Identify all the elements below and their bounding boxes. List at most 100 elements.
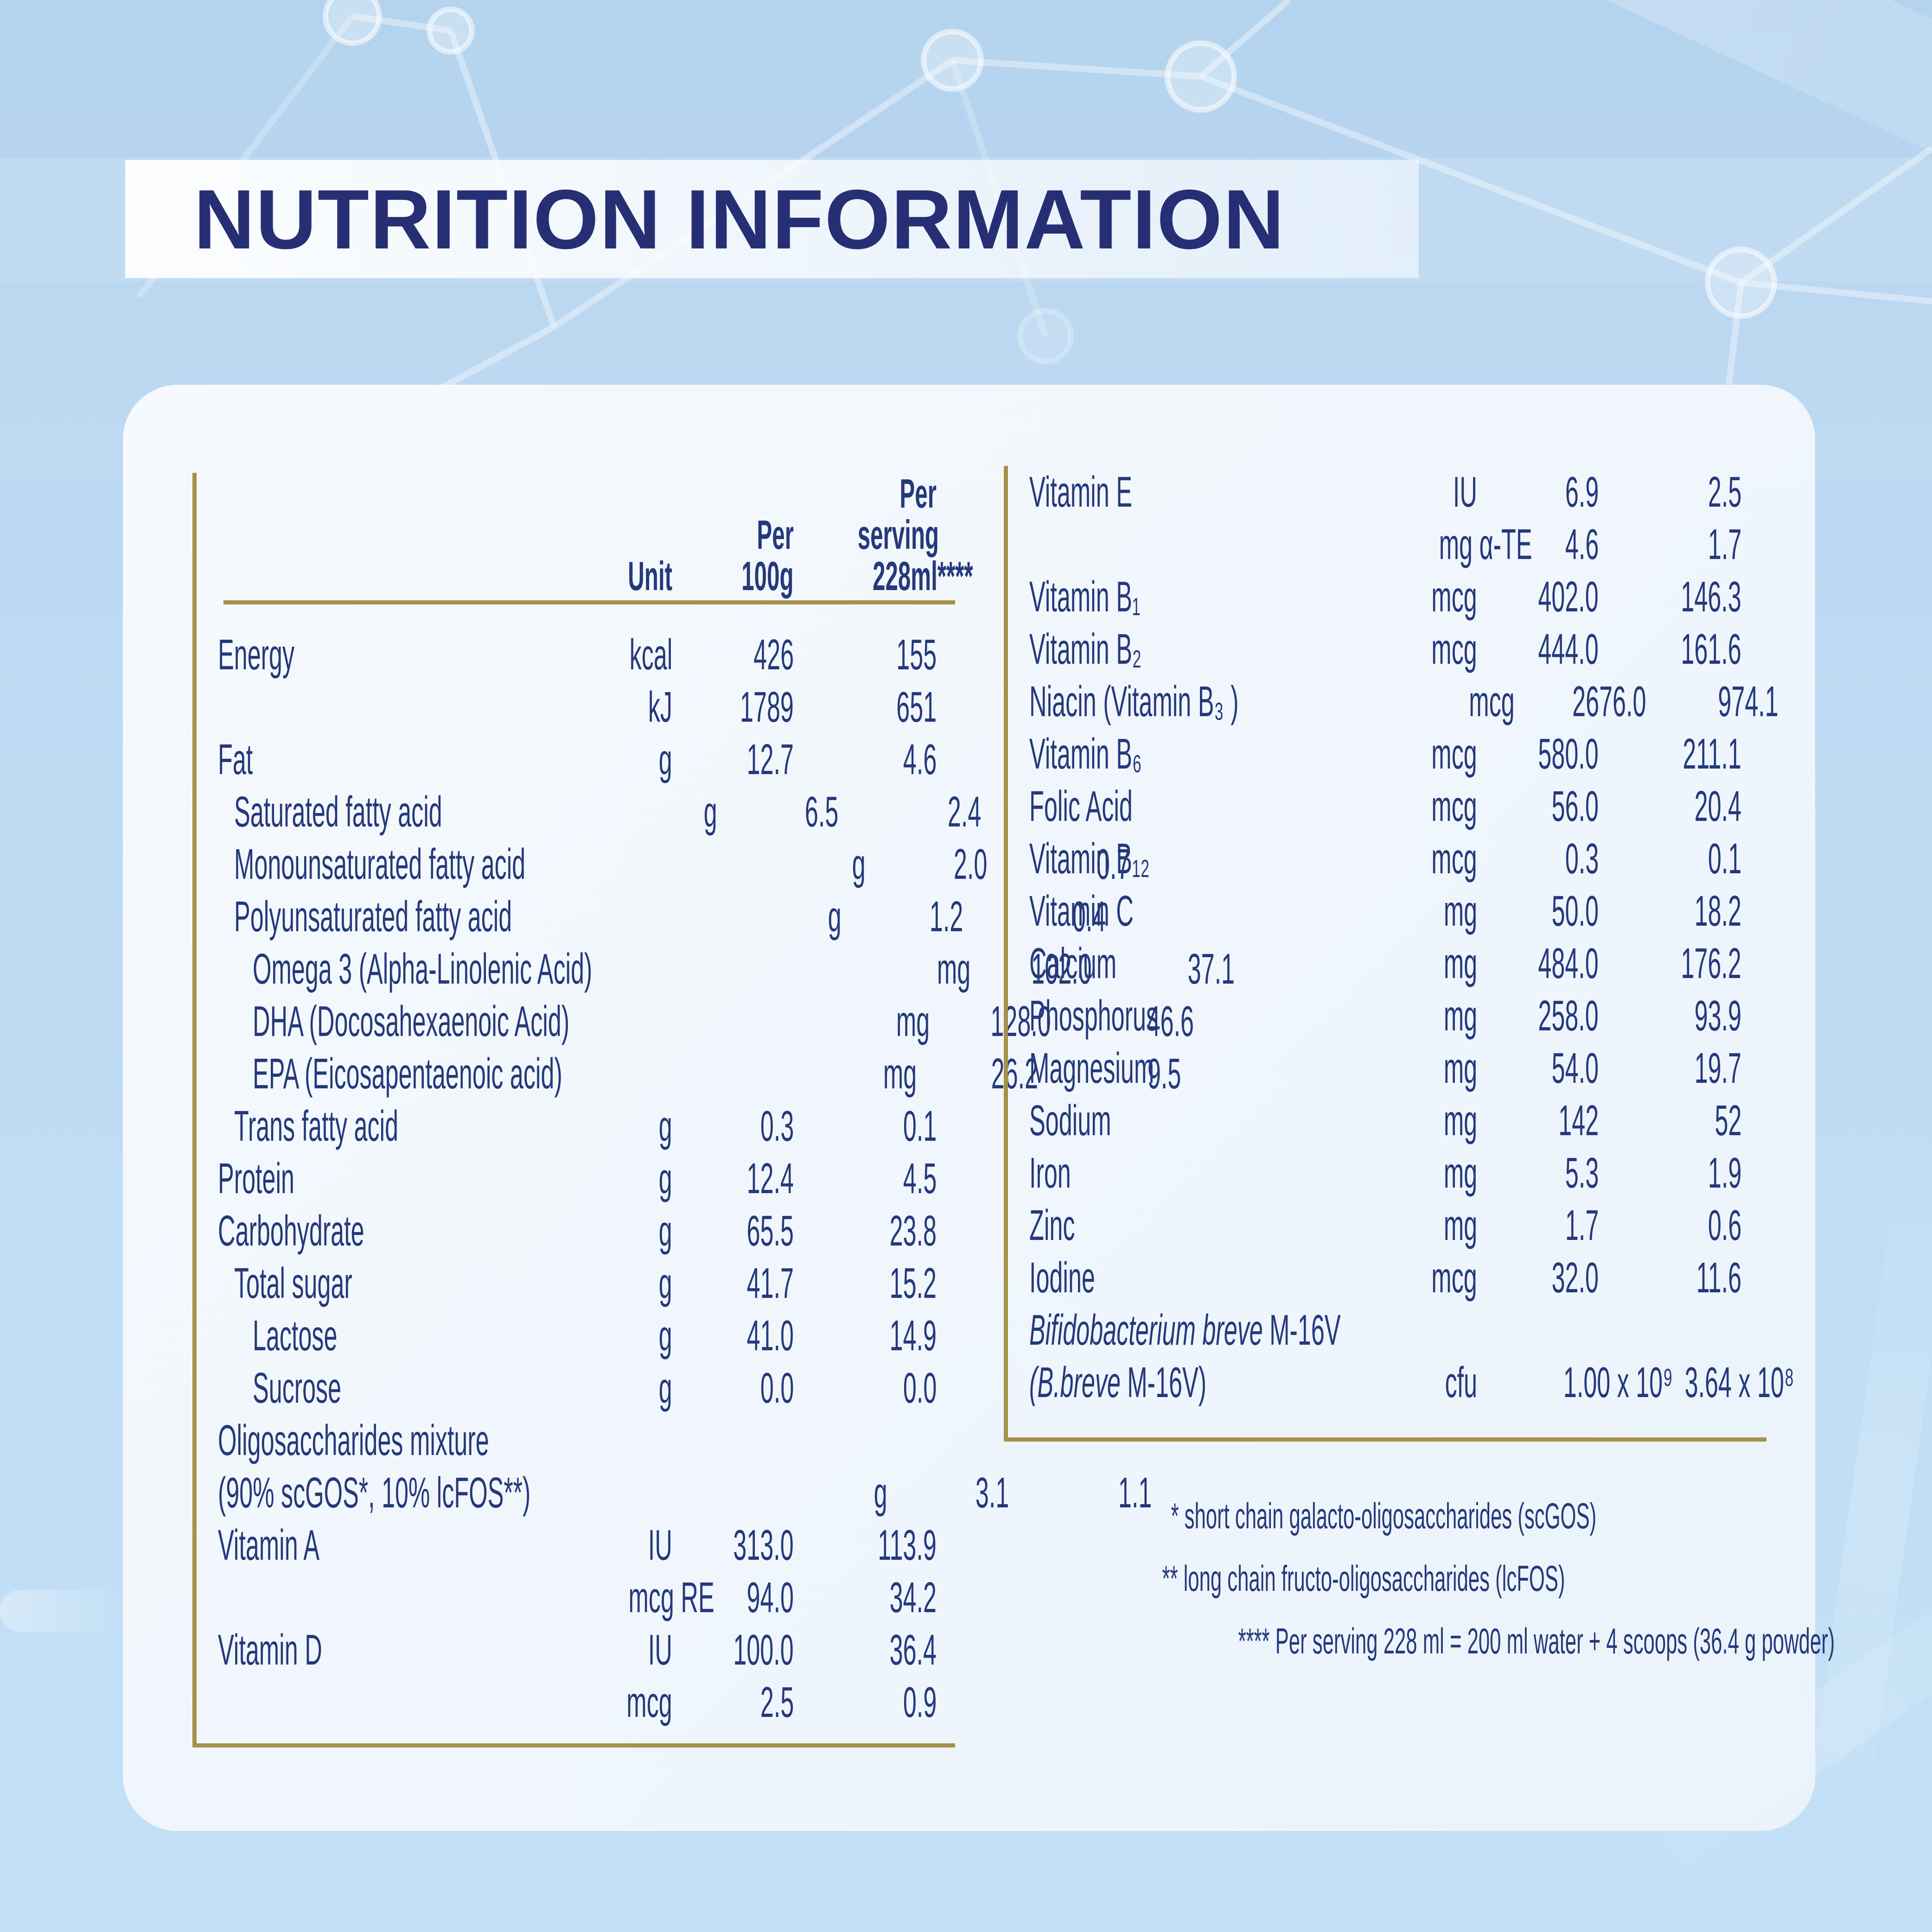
table-row: Iron mg 5.3 1.9 xyxy=(1008,1147,1766,1199)
nutrient-name: Carbohydrate xyxy=(218,1207,364,1255)
per-100g-value: 26.2 xyxy=(991,1049,1039,1098)
nutrient-name: Bifidobacterium breve M-16V xyxy=(1029,1306,1341,1354)
table-row: mcg RE 94.0 34.2 xyxy=(197,1571,955,1624)
table-row: Niacin (Vitamin B₃ ) mcg 2676.0 974.1 xyxy=(1008,675,1779,728)
unit-cell: kcal xyxy=(629,630,672,679)
nutrition-table-left: Unit Per 100g Per serving 228ml**** Energy k… xyxy=(192,473,1235,1748)
per-100g-value: 41.0 xyxy=(746,1311,794,1360)
per-serving-value: 211.1 xyxy=(1683,730,1741,778)
nutrient-name: Magnesium xyxy=(1029,1044,1154,1092)
header-divider-rule xyxy=(223,600,955,604)
per-100g-value: 6.5 xyxy=(804,788,839,836)
table-row: Saturated fatty acid g 6.5 2.4 xyxy=(197,786,981,838)
per-100g-value: 444.0 xyxy=(1538,625,1599,673)
per-serving-value: 14.9 xyxy=(889,1311,937,1360)
page-title: NUTRITION INFORMATION xyxy=(194,172,1285,267)
nutrient-name: Vitamin C xyxy=(1029,887,1134,935)
unit-cell: mcg xyxy=(1431,730,1477,778)
header-per-100g: Per 100g xyxy=(672,514,794,601)
per-serving-value: 2.5 xyxy=(1708,468,1741,516)
per-serving-value: 1.9 xyxy=(1708,1149,1741,1197)
unit-cell: mcg RE xyxy=(628,1573,714,1621)
per-serving-value: 37.1 xyxy=(1187,945,1235,993)
unit-cell: mcg xyxy=(1431,625,1477,673)
unit-cell: mcg xyxy=(1431,572,1477,621)
per-serving-value: 113.9 xyxy=(878,1521,937,1569)
table-row: Folic Acid mcg 56.0 20.4 xyxy=(1008,780,1766,833)
table-row: DHA (Docosahexaenoic Acid) mg 128.0 46.6 xyxy=(197,995,1194,1048)
unit-cell: mcg xyxy=(1431,834,1477,883)
unit-cell xyxy=(702,1416,813,1465)
nutrient-name: Calcium xyxy=(1029,939,1117,987)
per-100g-value: 402.0 xyxy=(1538,572,1599,621)
per-100g-value xyxy=(1696,1305,1818,1355)
nutrient-name: Trans fatty acid xyxy=(234,1102,399,1150)
unit-cell xyxy=(1585,1305,1696,1355)
per-100g-value: 12.4 xyxy=(746,1154,794,1202)
table-row: Fat g 12.7 4.6 xyxy=(197,733,955,786)
table-row: Vitamin B₂ mcg 444.0 161.6 xyxy=(1008,623,1766,675)
per-serving-value: 19.7 xyxy=(1694,1044,1741,1092)
table-row: Oligosaccharides mixture xyxy=(197,1414,955,1467)
per-serving-value: 36.4 xyxy=(889,1626,937,1674)
per-100g-value: 50.0 xyxy=(1551,887,1599,935)
unit-cell: mg xyxy=(1443,887,1477,935)
unit-cell: g xyxy=(659,1311,672,1360)
nutrient-name: Sucrose xyxy=(253,1364,342,1412)
table-row: Sodium mg 142 52 xyxy=(1008,1094,1766,1147)
unit-cell: g xyxy=(852,840,866,888)
nutrient-name: Vitamin A xyxy=(218,1521,320,1569)
unit-cell: mg xyxy=(1443,991,1477,1040)
per-serving-value: 161.6 xyxy=(1681,625,1741,673)
nutrient-name: Folic Acid xyxy=(1029,782,1133,830)
unit-cell: mg xyxy=(883,1049,917,1098)
per-100g-value: 12.7 xyxy=(746,735,794,783)
per-100g-value: 5.3 xyxy=(1565,1149,1599,1197)
nutrient-name: Vitamin E xyxy=(1029,468,1132,516)
nutrient-name: DHA (Docosahexaenoic Acid) xyxy=(253,997,570,1045)
per-serving-value: 0.0 xyxy=(903,1364,937,1412)
table-row: Vitamin B₁ mcg 402.0 146.3 xyxy=(1008,571,1766,623)
per-serving-value: 2.4 xyxy=(947,788,982,836)
per-100g-value: 1.7 xyxy=(1565,1201,1599,1249)
nutrition-card: Unit Per 100g Per serving 228ml**** Energy k… xyxy=(123,385,1835,1831)
unit-cell: mcg xyxy=(1431,782,1477,830)
table-row: Vitamin C mg 50.0 18.2 xyxy=(1008,885,1766,937)
nutrient-name: Vitamin D xyxy=(218,1626,322,1674)
unit-cell: mcg xyxy=(1431,1253,1477,1302)
per-serving-value: 3.64 x 10⁸ xyxy=(1684,1358,1794,1406)
header-line: serving xyxy=(857,512,939,558)
per-100g-value: 2676.0 xyxy=(1572,677,1646,725)
per-serving-value: 651 xyxy=(896,683,937,731)
table-row: Lactose g 41.0 14.9 xyxy=(197,1309,955,1362)
per-serving-value: 11.6 xyxy=(1696,1253,1741,1302)
unit-cell: mg xyxy=(1443,1096,1477,1144)
per-serving-value: 34.2 xyxy=(889,1573,937,1621)
nutrient-name: Fat xyxy=(218,735,253,783)
table-row: Protein g 12.4 4.5 xyxy=(197,1152,955,1205)
unit-cell: g xyxy=(659,1207,672,1255)
nutrient-name xyxy=(1008,520,1366,569)
table-row: Omega 3 (Alpha-Linolenic Acid) mg 102.0 37.… xyxy=(197,943,1235,995)
header-unit: Unit xyxy=(561,555,672,601)
footnotes: * short chain galacto-oligosaccharides (… xyxy=(1004,1497,1932,1685)
unit-cell: mg α-TE xyxy=(1439,520,1532,568)
per-serving-value: 0.1 xyxy=(1708,834,1741,883)
unit-cell: mg xyxy=(937,945,970,993)
unit-cell: g xyxy=(828,892,842,941)
unit-cell: mg xyxy=(1443,1149,1477,1197)
footnote: * short chain galacto-oligosaccharides (… xyxy=(1171,1495,1597,1536)
per-serving-value: 15.2 xyxy=(889,1259,937,1307)
unit-cell: mg xyxy=(1443,939,1477,987)
per-100g-value: 100.0 xyxy=(733,1626,794,1674)
nutrient-name: (B.breve M-16V) xyxy=(1029,1358,1207,1406)
table-row: Energy kcal 426 155 xyxy=(197,629,955,681)
unit-cell: mg xyxy=(1443,1044,1477,1092)
per-100g-value: 102.0 xyxy=(1031,945,1092,993)
per-serving-value: 176.2 xyxy=(1681,939,1741,987)
table-row: EPA (Eicosapentaenoic acid) mg 26.2 9.5 xyxy=(197,1048,1181,1100)
header-line: 100g xyxy=(741,553,794,599)
unit-cell: g xyxy=(659,1102,672,1150)
